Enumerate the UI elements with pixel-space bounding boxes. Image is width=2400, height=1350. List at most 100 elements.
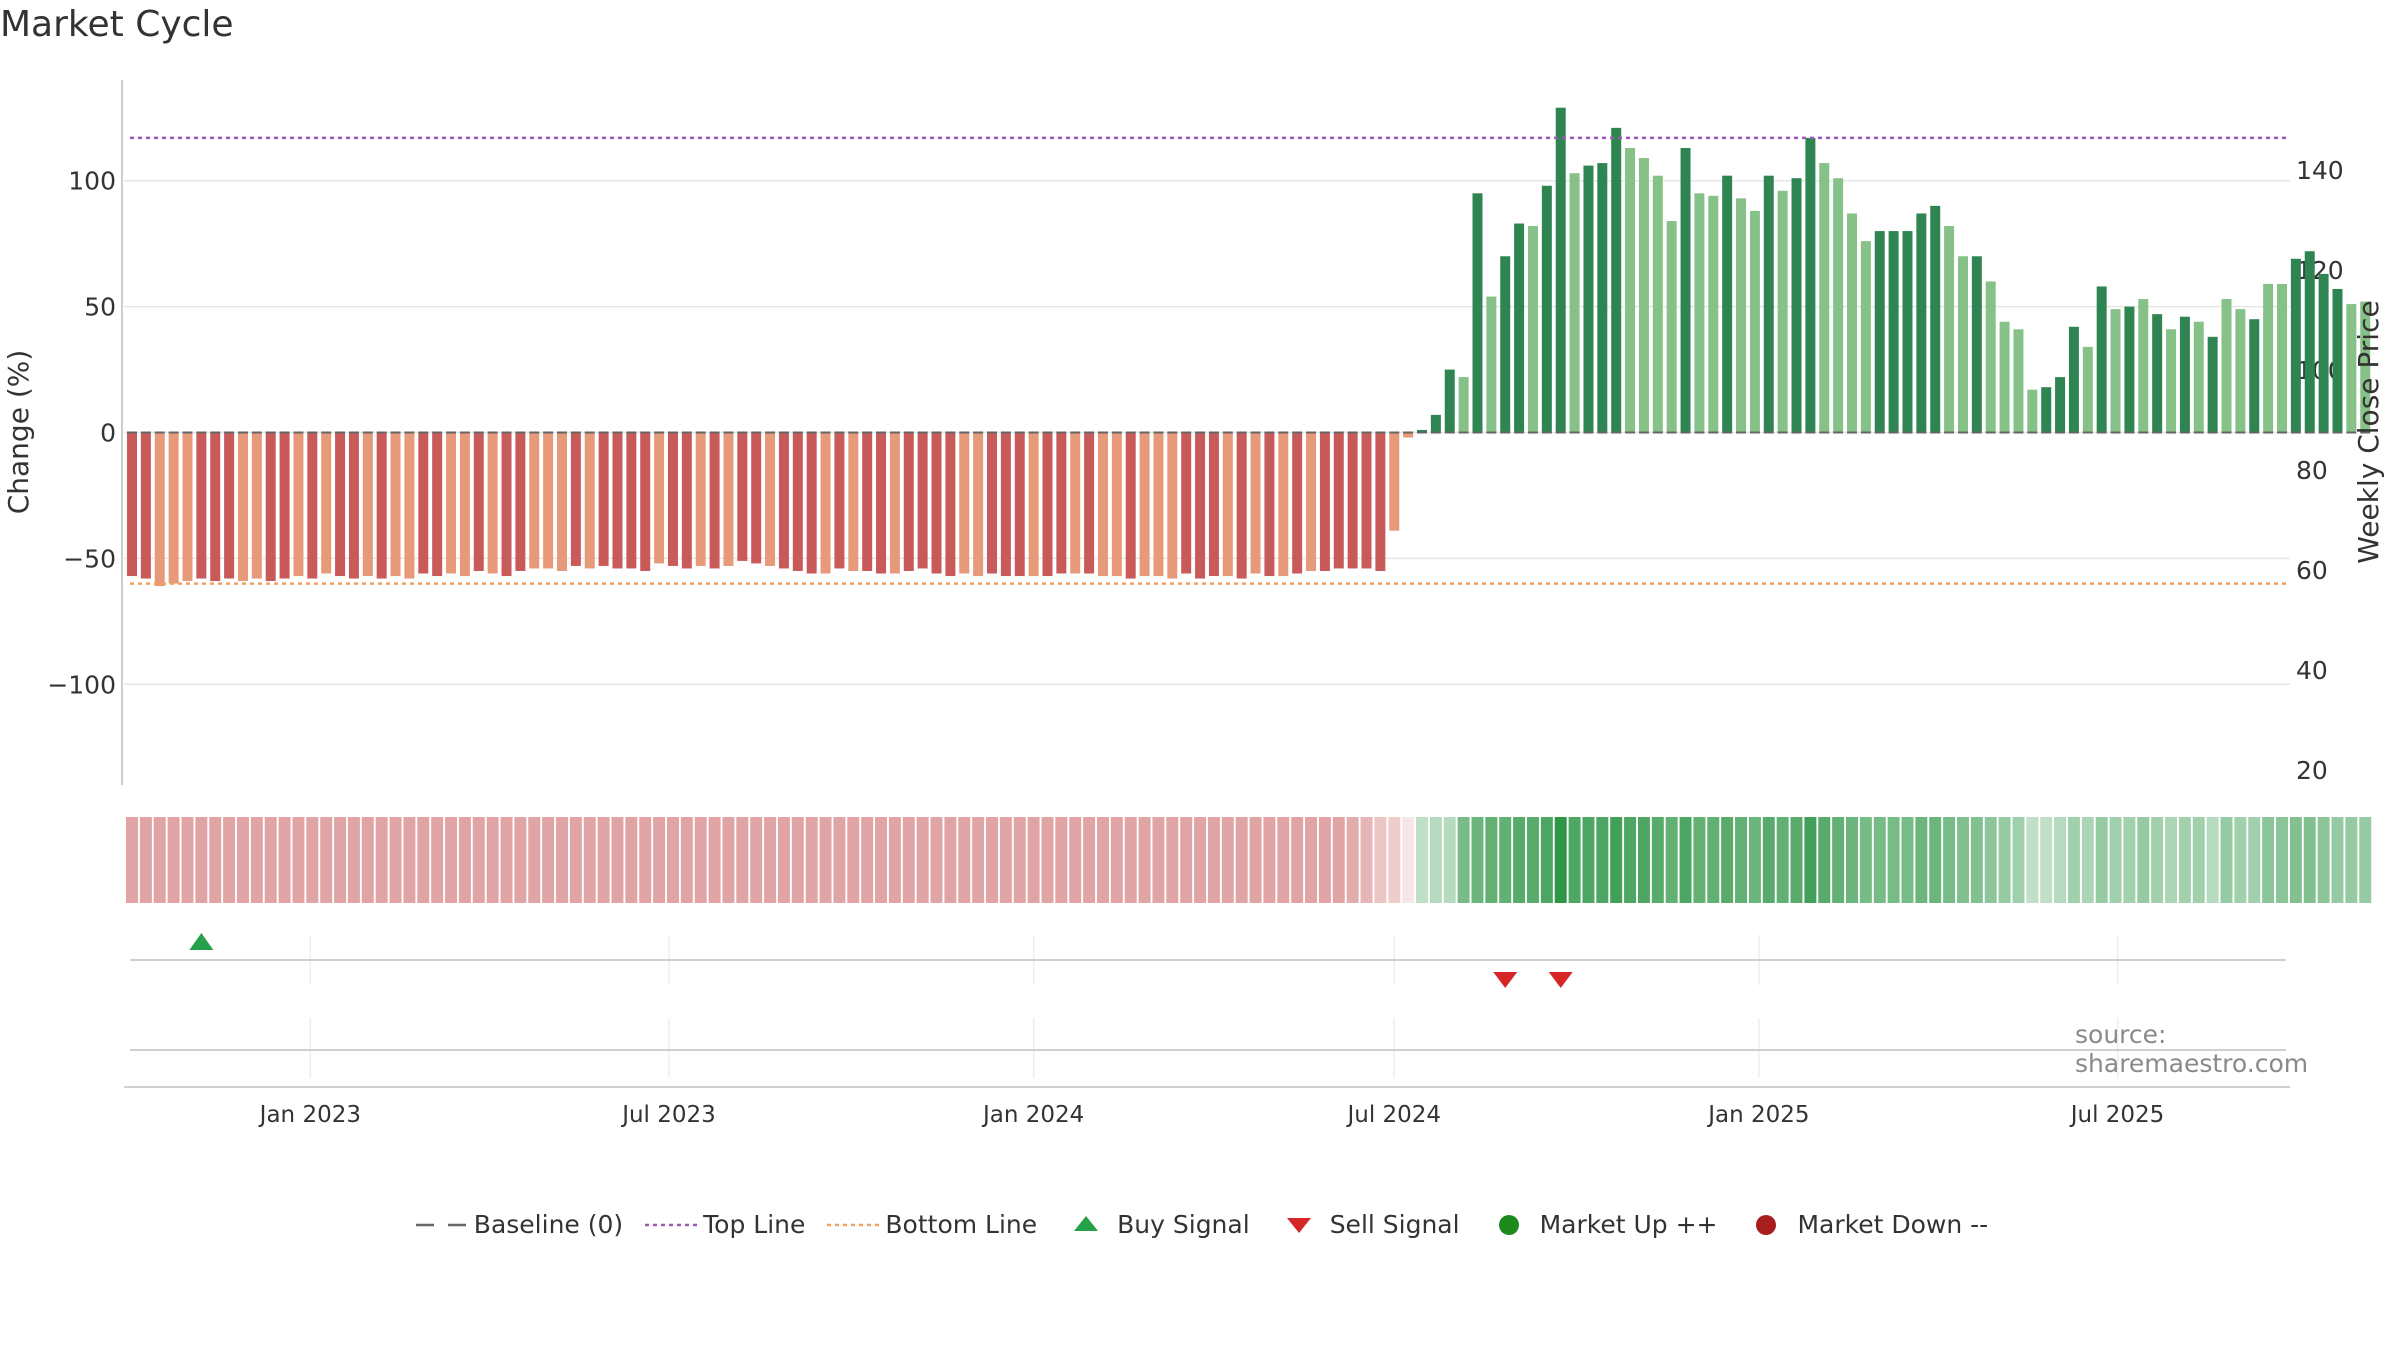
- heat-cell: [1305, 817, 1318, 903]
- change-bar: [709, 432, 720, 569]
- change-bar: [1292, 432, 1303, 574]
- change-bar: [959, 432, 970, 574]
- change-bar: [1444, 369, 1455, 433]
- change-bar: [2332, 288, 2343, 433]
- change-bar: [1042, 432, 1053, 577]
- change-bar: [362, 432, 373, 577]
- heat-cell: [1554, 817, 1567, 903]
- change-bar: [1208, 432, 1219, 577]
- change-bar: [1694, 193, 1705, 433]
- heat-cell: [1776, 817, 1789, 903]
- heat-cell: [1263, 817, 1276, 903]
- legend-item: Sell Signal: [1268, 1210, 1460, 1239]
- change-bar: [529, 432, 540, 569]
- heat-cell: [2234, 817, 2247, 903]
- heat-cell: [1388, 817, 1401, 903]
- change-bar: [2068, 326, 2079, 433]
- heat-cell: [334, 817, 347, 903]
- change-bar: [2166, 329, 2177, 433]
- change-bar: [487, 432, 498, 574]
- heat-cell: [972, 817, 985, 903]
- heat-cell: [195, 817, 208, 903]
- change-bar: [667, 432, 678, 566]
- heat-cell: [2317, 817, 2330, 903]
- change-bar: [224, 432, 235, 579]
- heat-cell: [1915, 817, 1928, 903]
- heat-cell: [556, 817, 568, 903]
- axes: −100−5005010020406080100120140: [47, 80, 2344, 785]
- heat-cell: [944, 817, 957, 903]
- change-bar: [2290, 258, 2301, 433]
- heat-cell: [2109, 817, 2122, 903]
- heat-cell: [1027, 817, 1040, 903]
- heat-cell: [1416, 817, 1428, 903]
- change-bar: [446, 432, 457, 574]
- legend-dot-icon: [1735, 1212, 1797, 1238]
- heat-cell: [888, 817, 901, 903]
- heat-cell: [1624, 817, 1637, 903]
- change-bar: [1139, 432, 1150, 577]
- legend-label: Top Line: [703, 1210, 806, 1239]
- legend-label: Baseline (0): [473, 1210, 624, 1239]
- heat-cell: [1124, 817, 1137, 903]
- heat-cell: [2359, 817, 2372, 903]
- change-bar: [348, 432, 359, 579]
- change-bar: [1195, 432, 1206, 579]
- change-bar: [1070, 432, 1081, 574]
- heat-cell: [958, 817, 971, 903]
- change-bar: [265, 432, 276, 582]
- heat-cell: [2067, 817, 2080, 903]
- change-bar: [1375, 432, 1386, 571]
- x-tick-label: Jul 2025: [2069, 1102, 2165, 1128]
- legend-baseline-icon: [412, 1212, 474, 1238]
- heat-cell: [2012, 817, 2025, 903]
- heat-cell: [2303, 817, 2316, 903]
- heat-cell: [2123, 817, 2136, 903]
- heat-cell: [2331, 817, 2344, 903]
- heat-cell: [777, 817, 790, 903]
- change-bar: [1860, 241, 1871, 433]
- heat-cell: [375, 817, 388, 903]
- change-bar: [1264, 432, 1275, 577]
- change-bar: [1056, 432, 1067, 574]
- legend-item: Market Up ++: [1478, 1210, 1717, 1239]
- heat-cell: [153, 817, 166, 903]
- change-bar: [1028, 432, 1039, 577]
- heat-cell: [417, 817, 430, 903]
- heat-cell: [805, 817, 818, 903]
- change-bar: [1430, 414, 1441, 433]
- change-bar: [307, 432, 318, 579]
- change-bar: [2041, 387, 2052, 433]
- change-bar: [1625, 147, 1636, 433]
- heat-cell: [1637, 817, 1650, 903]
- change-bar: [654, 432, 665, 564]
- heat-cell: [653, 817, 666, 903]
- legend-up-triangle-icon: [1055, 1212, 1117, 1238]
- heat-cell: [1471, 817, 1484, 903]
- y-tick-label: 100: [68, 167, 116, 196]
- change-bar: [834, 432, 845, 569]
- change-bar: [2027, 389, 2038, 433]
- change-bar: [2207, 336, 2218, 433]
- heat-cell: [1166, 817, 1179, 903]
- change-bar: [640, 432, 651, 571]
- heat-cell: [1346, 817, 1359, 903]
- legend-item: Bottom Line: [823, 1210, 1037, 1239]
- change-bar: [1541, 185, 1552, 433]
- change-bar: [2249, 319, 2260, 433]
- change-bar: [404, 432, 415, 579]
- heat-cell: [1804, 817, 1817, 903]
- change-bar: [1097, 432, 1108, 577]
- heat-cell: [528, 817, 541, 903]
- heat-cell: [1818, 817, 1831, 903]
- heat-cell: [1069, 817, 1082, 903]
- change-bar: [626, 432, 637, 569]
- heat-cell: [611, 817, 624, 903]
- change-bar: [1902, 231, 1913, 433]
- change-bar: [1555, 107, 1566, 433]
- heat-cell: [1152, 817, 1165, 903]
- heat-cell: [486, 817, 499, 903]
- heat-cell: [1721, 817, 1734, 903]
- change-bar: [903, 432, 914, 571]
- change-bar: [1347, 432, 1358, 569]
